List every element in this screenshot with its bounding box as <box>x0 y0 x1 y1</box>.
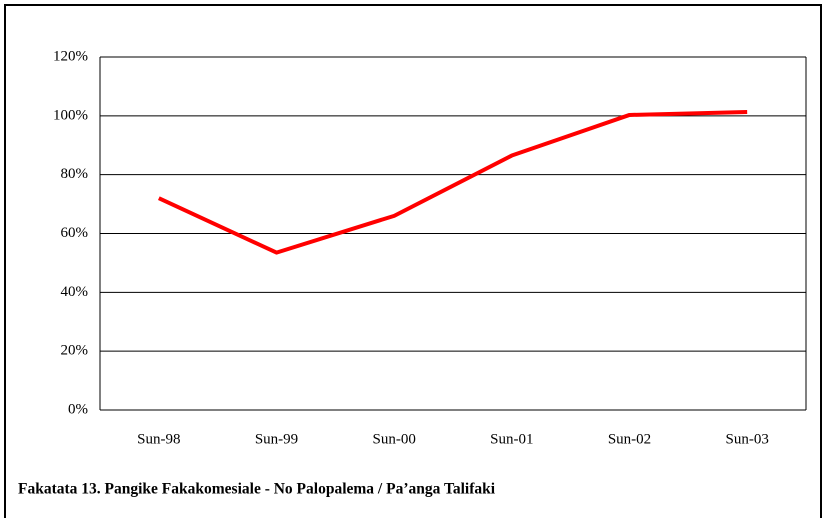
y-tick-label: 20% <box>61 343 89 359</box>
x-tick-label: Sun-03 <box>725 431 768 447</box>
x-tick-label: Sun-98 <box>137 431 180 447</box>
chart-frame <box>4 4 822 518</box>
y-tick-label: 80% <box>61 166 89 182</box>
y-tick-label: 100% <box>53 107 88 123</box>
y-tick-label: 0% <box>68 401 88 417</box>
chart-caption: Fakatata 13. Pangike Fakakomesiale - No … <box>18 481 496 498</box>
y-tick-label: 60% <box>61 225 89 241</box>
line <box>157 110 748 255</box>
x-tick-label: Sun-99 <box>255 431 298 447</box>
y-tick-label: 120% <box>53 48 88 64</box>
y-tick-label: 40% <box>61 284 89 300</box>
x-tick-label: Sun-02 <box>608 431 651 447</box>
x-tick-label: Sun-01 <box>490 431 533 447</box>
x-tick-label: Sun-00 <box>372 431 415 447</box>
